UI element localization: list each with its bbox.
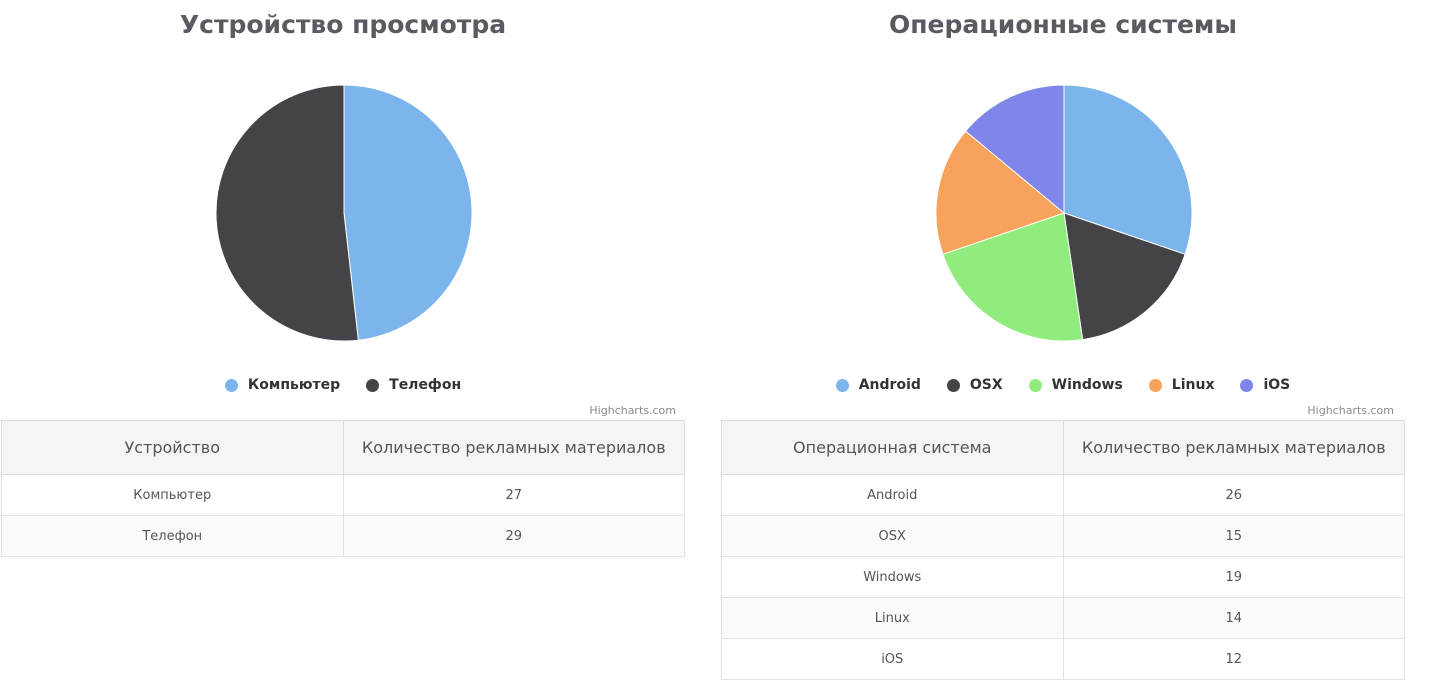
pie-slice-ios[interactable] xyxy=(965,84,1065,214)
os-pie-chart xyxy=(935,84,1193,342)
credits-link[interactable]: Highcharts.com xyxy=(589,404,676,417)
table-cell: 26 xyxy=(1062,474,1405,516)
legend-item-телефон[interactable]: Телефон xyxy=(366,374,461,396)
legend-label: Телефон xyxy=(389,377,462,393)
pie-slice-linux[interactable] xyxy=(935,130,1065,255)
legend-label: Linux xyxy=(1171,377,1215,393)
pie-slice-компьютер[interactable] xyxy=(343,84,473,341)
legend-label: Windows xyxy=(1051,377,1123,393)
table-cell: OSX xyxy=(721,515,1064,557)
table-cell: 12 xyxy=(1062,638,1405,680)
legend-marker-icon xyxy=(1148,378,1162,392)
pie-slice-android[interactable] xyxy=(1063,84,1193,255)
device-pie-chart xyxy=(215,84,473,342)
pie-slice-телефон[interactable] xyxy=(215,84,359,342)
legend-marker-icon xyxy=(224,378,238,392)
chart-title: Операционные системы xyxy=(889,10,1237,39)
table-cell: Windows xyxy=(721,556,1064,598)
table-cell: 27 xyxy=(342,474,685,516)
table-cell: 19 xyxy=(1062,556,1405,598)
device-table: Устройство Количество рекламных материал… xyxy=(1,420,685,557)
table-row: iOS 12 xyxy=(721,638,1405,680)
table-header: Операционная система xyxy=(721,420,1064,475)
legend-item-linux[interactable]: Linux xyxy=(1148,374,1215,396)
legend-marker-icon xyxy=(946,378,960,392)
table-header-row: Операционная система Количество рекламны… xyxy=(721,420,1405,475)
table-cell: Linux xyxy=(721,597,1064,639)
legend-marker-icon xyxy=(1240,378,1254,392)
table-cell: 29 xyxy=(342,515,685,557)
pie-slice-windows[interactable] xyxy=(942,212,1084,342)
legend-marker-icon xyxy=(835,378,849,392)
table-row: OSX 15 xyxy=(721,515,1405,557)
table-row: Телефон 29 xyxy=(1,515,685,557)
table-cell: 14 xyxy=(1062,597,1405,639)
table-row: Компьютер 27 xyxy=(1,474,685,516)
table-cell: Компьютер xyxy=(1,474,344,516)
table-cell: Телефон xyxy=(1,515,344,557)
legend-label: OSX xyxy=(969,377,1003,393)
legend-label: iOS xyxy=(1263,377,1291,393)
table-row: Linux 14 xyxy=(721,597,1405,639)
table-row: Windows 19 xyxy=(721,556,1405,598)
credits-link[interactable]: Highcharts.com xyxy=(1307,404,1394,417)
table-cell: 15 xyxy=(1062,515,1405,557)
table-row: Android 26 xyxy=(721,474,1405,516)
table-header: Количество рекламных материалов xyxy=(342,420,685,475)
legend-label: Компьютер xyxy=(247,377,341,393)
chart-legend: Android OSX Windows Linux iOS xyxy=(720,374,1406,396)
legend-marker-icon xyxy=(366,378,380,392)
table-header: Количество рекламных материалов xyxy=(1062,420,1405,475)
legend-item-windows[interactable]: Windows xyxy=(1028,374,1123,396)
chart-title: Устройство просмотра xyxy=(179,10,507,39)
legend-item-ios[interactable]: iOS xyxy=(1240,374,1290,396)
chart-legend: Компьютер Телефон xyxy=(0,374,686,396)
table-cell: Android xyxy=(721,474,1064,516)
legend-item-компьютер[interactable]: Компьютер xyxy=(224,374,341,396)
os-table: Операционная система Количество рекламны… xyxy=(721,420,1405,680)
legend-item-osx[interactable]: OSX xyxy=(946,374,1003,396)
legend-marker-icon xyxy=(1028,378,1042,392)
table-cell: iOS xyxy=(721,638,1064,680)
table-header-row: Устройство Количество рекламных материал… xyxy=(1,420,685,475)
legend-label: Android xyxy=(858,377,921,393)
legend-item-android[interactable]: Android xyxy=(835,374,921,396)
table-header: Устройство xyxy=(1,420,344,475)
pie-slice-osx[interactable] xyxy=(1063,212,1186,341)
